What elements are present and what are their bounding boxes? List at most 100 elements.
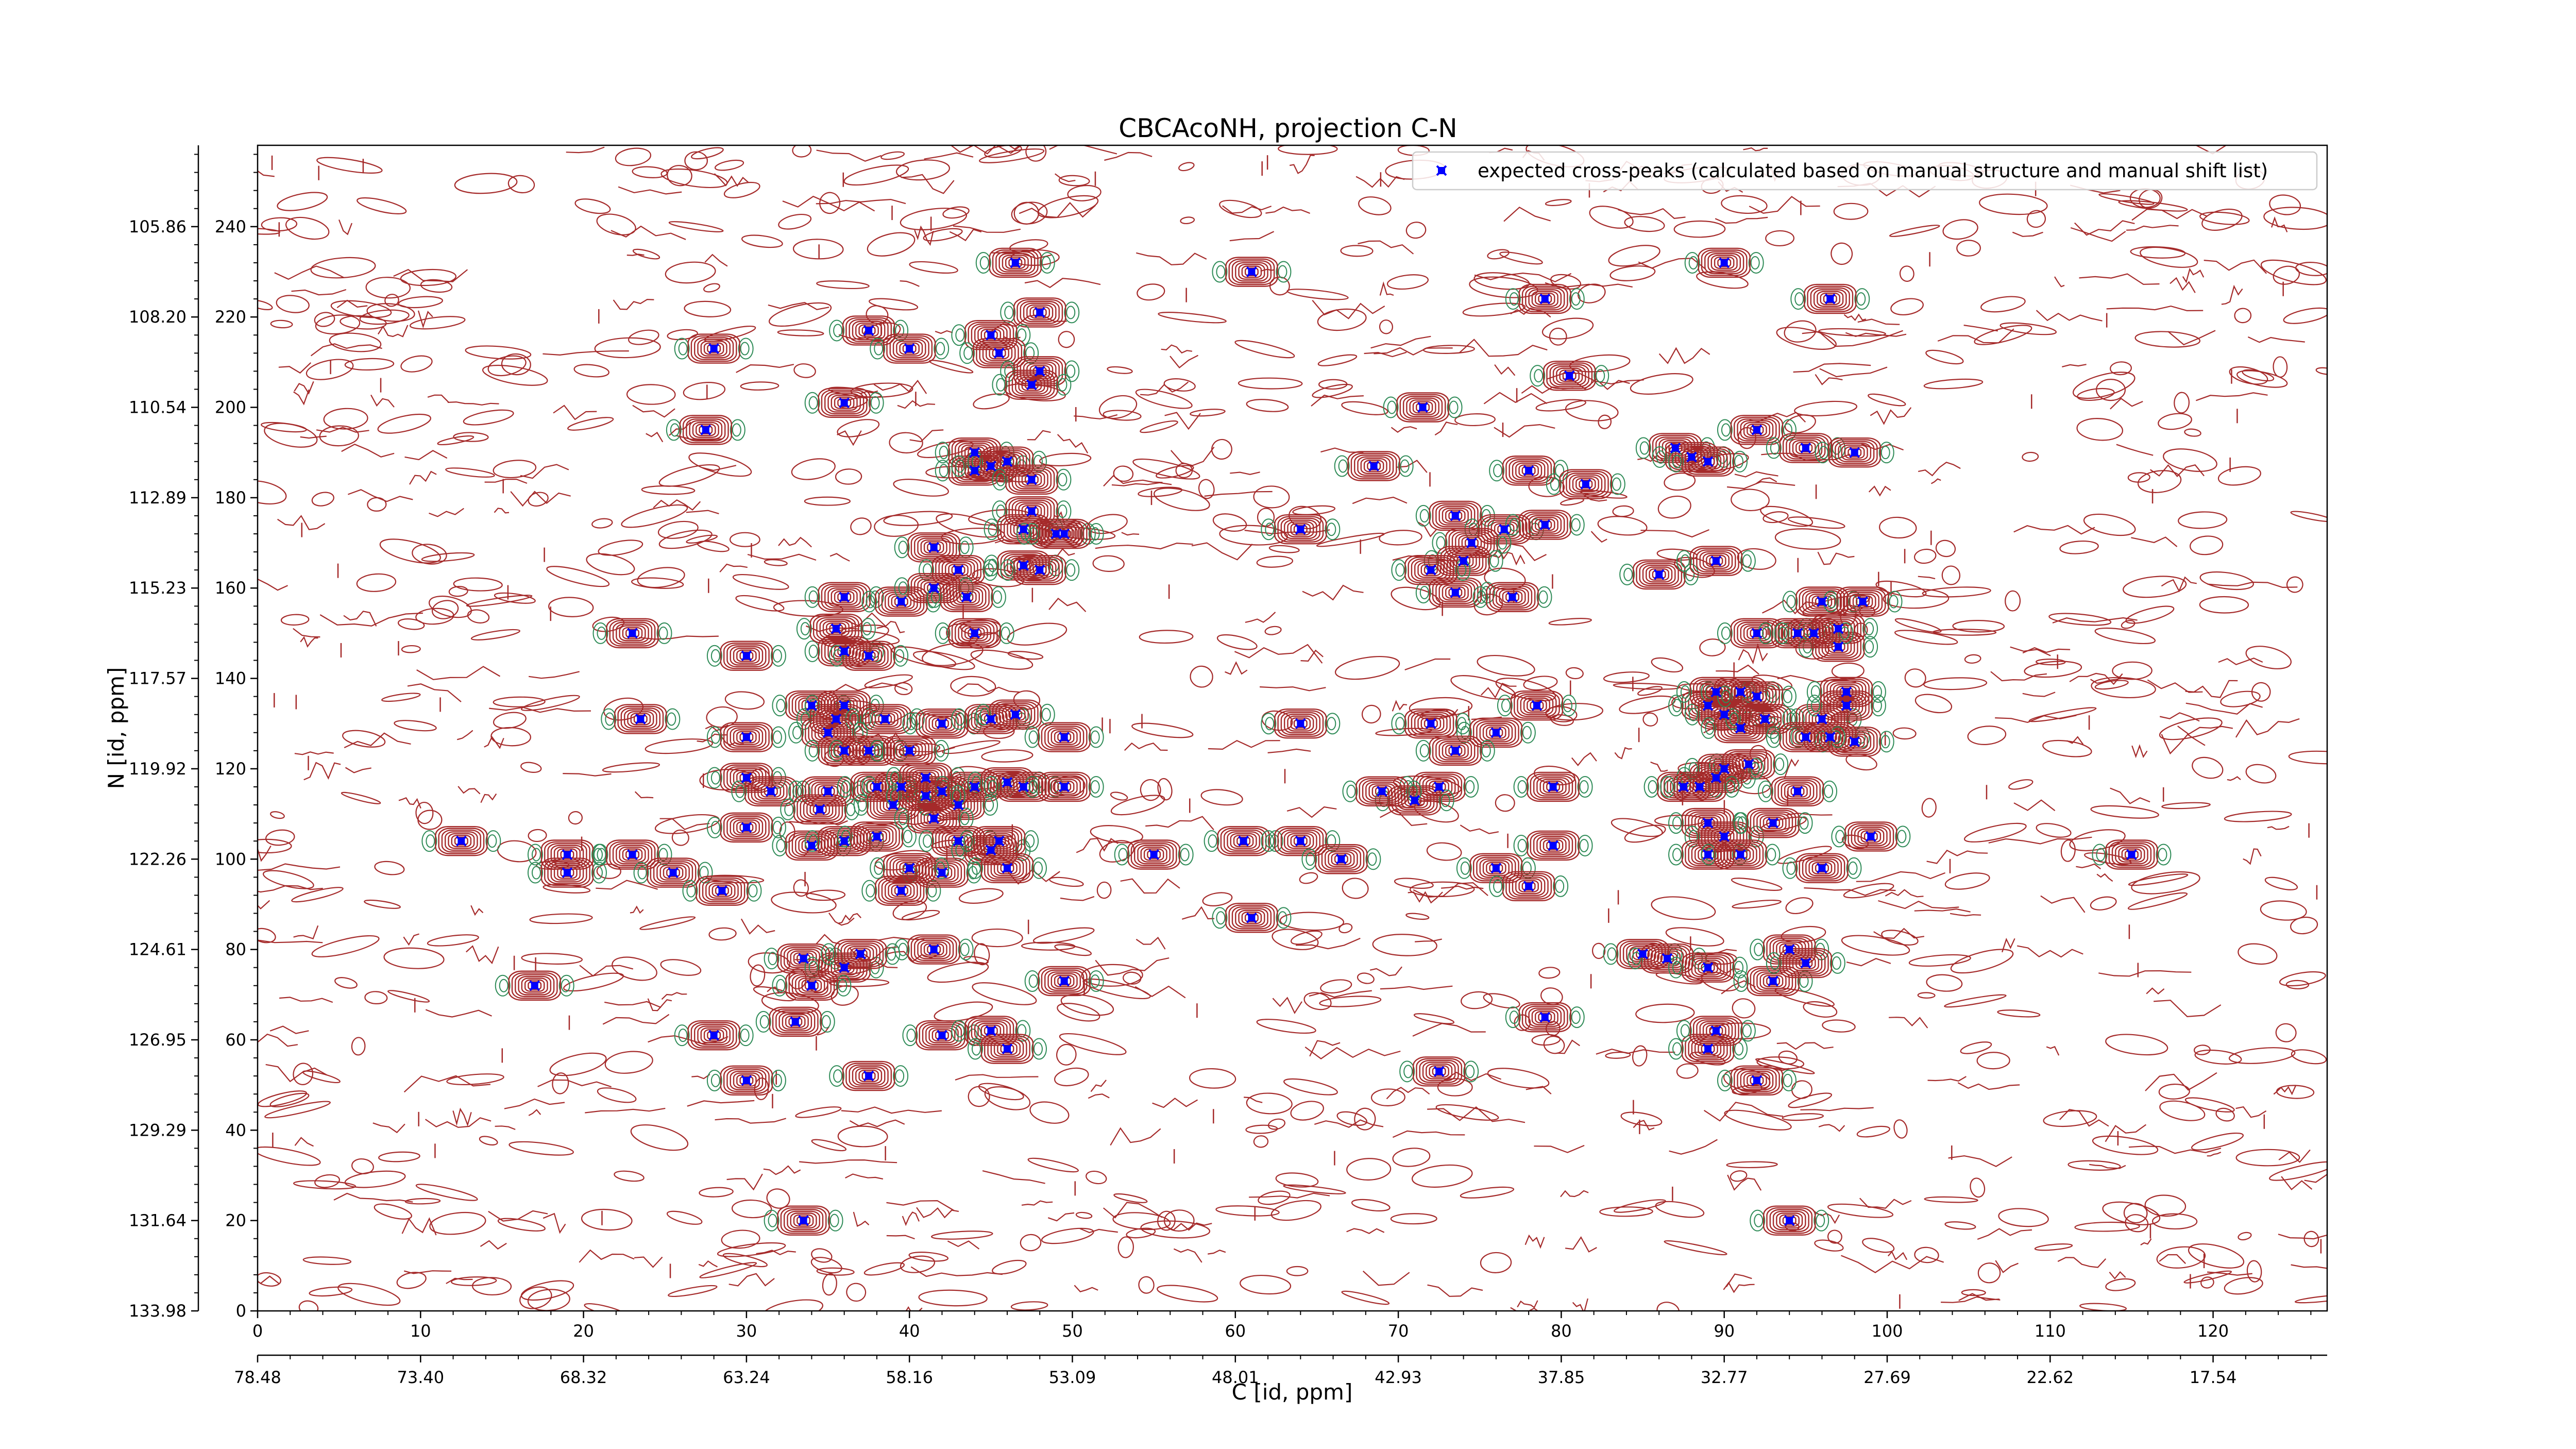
positive-contour xyxy=(1517,694,1557,717)
noise-contour xyxy=(604,1051,653,1074)
noise-contour xyxy=(1788,1092,1833,1108)
negative-contour xyxy=(1742,1024,1752,1038)
noise-contour xyxy=(585,1107,666,1114)
peak-contour-group xyxy=(1758,776,1838,806)
noise-contour xyxy=(1290,155,1315,174)
positive-contour xyxy=(1543,360,1596,391)
negative-contour xyxy=(1748,825,1764,848)
positive-contour xyxy=(1657,952,1677,965)
noise-contour xyxy=(1495,794,1515,812)
noise-contour xyxy=(1624,216,1665,232)
negative-contour xyxy=(960,942,970,956)
negative-contour xyxy=(738,338,754,360)
noise-contour xyxy=(1883,588,1950,609)
negative-contour xyxy=(764,1209,779,1232)
cross-peak-point xyxy=(1010,257,1021,268)
noise-contour xyxy=(484,735,504,749)
noise-contour xyxy=(1589,206,1634,229)
marker-stroke xyxy=(953,835,964,847)
negative-contour xyxy=(1726,780,1736,794)
noise-contour xyxy=(1244,1097,1263,1103)
peak-contour-group xyxy=(1464,514,1544,545)
x-ppm-tick-label: 22.62 xyxy=(2026,1368,2074,1387)
noise-contour xyxy=(258,299,273,311)
negative-contour xyxy=(825,947,835,961)
noise-contour xyxy=(1158,312,1227,324)
positive-contour xyxy=(812,615,859,642)
positive-contour xyxy=(809,803,831,816)
noise-contour xyxy=(482,364,548,386)
noise-contour xyxy=(691,147,724,160)
noise-contour xyxy=(2060,839,2076,862)
positive-contour xyxy=(883,798,904,812)
noise-contour xyxy=(2170,277,2196,293)
noise-contour xyxy=(1923,378,1984,390)
positive-contour xyxy=(984,1035,1030,1063)
noise-contour xyxy=(258,845,272,862)
noise-contour xyxy=(1338,923,1353,934)
negative-contour xyxy=(678,342,688,356)
noise-contour xyxy=(1112,1212,1171,1231)
noise-contour xyxy=(1253,1135,1269,1148)
legend-marker xyxy=(1436,165,1447,176)
noise-contour xyxy=(728,1273,775,1287)
negative-contour xyxy=(1783,689,1792,703)
positive-contour xyxy=(788,972,835,999)
noise-contour xyxy=(764,559,788,566)
noise-contour xyxy=(1843,313,1867,321)
cross-peak-point xyxy=(668,867,679,878)
marker-stroke xyxy=(1335,853,1347,865)
positive-contour xyxy=(845,317,892,344)
positive-contour xyxy=(1502,456,1555,486)
negative-contour xyxy=(898,581,908,595)
positive-contour xyxy=(620,707,660,731)
noise-contour xyxy=(2105,1124,2147,1142)
positive-contour xyxy=(997,550,1050,581)
cross-peak-point xyxy=(1450,510,1461,521)
negative-contour xyxy=(1432,532,1448,554)
negative-contour xyxy=(829,1065,845,1087)
noise-contour xyxy=(668,221,724,232)
noise-contour xyxy=(715,1118,787,1124)
positive-contour xyxy=(1786,951,1826,975)
noise-contour xyxy=(329,332,382,352)
noise-contour xyxy=(1630,373,1693,395)
noise-contour xyxy=(602,762,660,773)
noise-contour xyxy=(686,510,719,514)
marker-stroke xyxy=(1710,555,1722,567)
positive-contour xyxy=(694,337,734,360)
noise-contour xyxy=(2161,802,2211,810)
negative-contour xyxy=(735,784,745,798)
positive-contour xyxy=(837,940,884,968)
noise-contour xyxy=(1788,516,1845,529)
peak-contour-group xyxy=(1261,514,1341,545)
positive-contour xyxy=(861,705,908,733)
negative-contour xyxy=(1660,776,1676,798)
negative-contour xyxy=(746,880,762,902)
noise-contour xyxy=(762,1299,824,1311)
noise-contour xyxy=(2188,1243,2245,1269)
negative-contour xyxy=(1684,703,1700,726)
negative-contour xyxy=(1276,907,1292,929)
noise-contour xyxy=(401,645,421,653)
positive-contour xyxy=(1003,554,1044,577)
marker-stroke xyxy=(985,1025,996,1036)
noise-contour xyxy=(279,997,333,1003)
positive-contour xyxy=(1469,853,1523,883)
noise-contour xyxy=(1637,686,1663,696)
positive-contour xyxy=(849,319,889,342)
negative-contour xyxy=(861,880,877,902)
marker-stroke xyxy=(1841,700,1852,711)
noise-contour xyxy=(2235,718,2300,738)
positive-contour xyxy=(1518,1002,1571,1033)
noise-contour xyxy=(837,430,862,446)
positive-contour xyxy=(852,321,886,341)
noise-contour xyxy=(2128,873,2189,886)
noise-contour xyxy=(1346,1158,1392,1181)
negative-contour xyxy=(1672,961,1682,974)
positive-contour xyxy=(831,697,858,714)
positive-contour xyxy=(1538,1013,1552,1022)
positive-contour xyxy=(1008,466,1055,493)
negative-contour xyxy=(836,974,852,997)
positive-contour xyxy=(819,619,853,639)
